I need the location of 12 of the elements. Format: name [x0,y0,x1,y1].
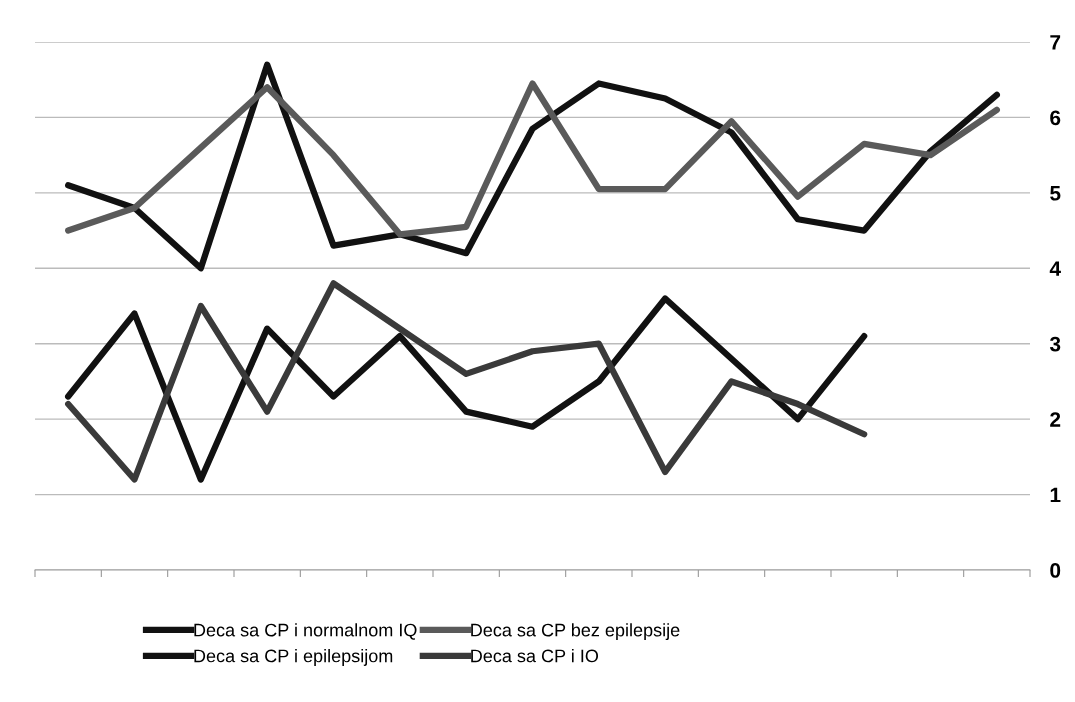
legend-label: Deca sa CP bez epilepsije [471,623,680,641]
y-tick-label: 3 [1049,336,1061,352]
y-tick-label: 7 [1050,35,1061,50]
y-tick-label: 5 [1050,186,1061,201]
y-tick-label: 2 [1050,412,1061,427]
y-tick-label: 0 [1050,563,1061,578]
legend-label: Deca sa CP i normalnom IQ [194,623,417,640]
y-tick-label: 1 [1050,487,1061,503]
y-tick-label: 4 [1049,261,1061,276]
legend-label: Deca sa CP i epilepsijom [194,649,393,666]
y-tick-label: 6 [1050,110,1061,126]
legend-label: Deca sa CP i IO [471,649,599,663]
